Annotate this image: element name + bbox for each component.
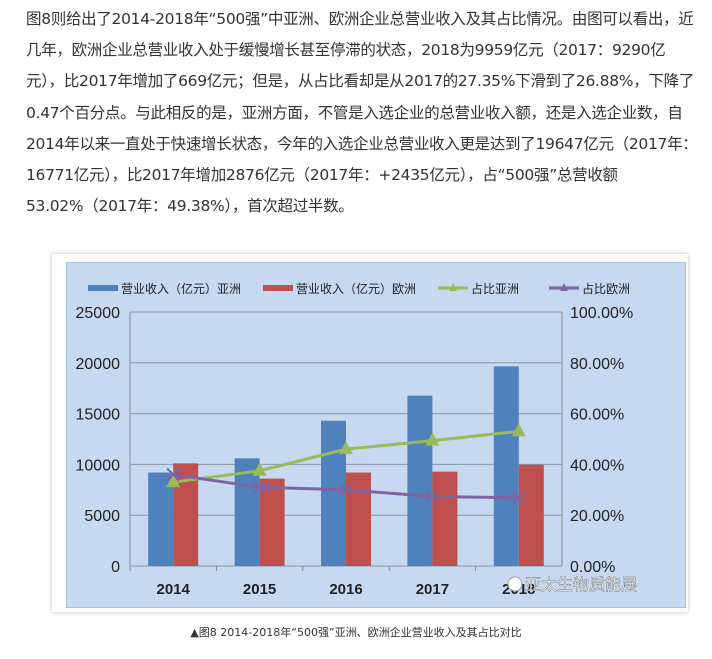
bar-asia xyxy=(493,366,519,566)
legend-label: 营业收入（亿元）亚洲 xyxy=(121,281,241,296)
y-tick-label: 5000 xyxy=(84,508,120,525)
y2-tick-label: 60.00% xyxy=(570,407,624,424)
bar-europe xyxy=(259,478,285,566)
marker-europe-share xyxy=(425,489,440,504)
legend-swatch xyxy=(263,285,293,291)
y-tick-label: 25000 xyxy=(76,305,121,322)
marker-europe-share xyxy=(252,480,267,494)
x-tick-label: 2017 xyxy=(416,581,449,598)
figure-caption: ▲图8 2014-2018年“500强”亚洲、欧洲企业营业收入及其占比对比 xyxy=(190,626,522,639)
legend-marker xyxy=(560,283,568,291)
y2-tick-label: 80.00% xyxy=(570,356,624,373)
y2-tick-label: 40.00% xyxy=(570,457,624,474)
bar-europe xyxy=(432,471,458,566)
x-tick-label: 2015 xyxy=(243,581,276,598)
bar-europe xyxy=(518,464,544,566)
legend-label: 占比欧洲 xyxy=(582,281,630,296)
legend-label: 占比亚洲 xyxy=(471,281,519,296)
watermark-text: 亚太生物质能展 xyxy=(525,575,637,594)
bar-asia xyxy=(148,472,174,566)
y2-tick-label: 0.00% xyxy=(570,559,615,576)
x-tick-label: 2016 xyxy=(329,581,362,598)
article-paragraph: 图8则给出了2014-2018年“500强”中亚洲、欧洲企业总营业收入及其占比情… xyxy=(26,10,698,216)
marker-europe-share xyxy=(339,483,353,497)
y2-tick-label: 20.00% xyxy=(570,508,624,525)
legend-label: 营业收入（亿元）欧洲 xyxy=(296,281,416,296)
chart: 0 0.00% 5000 20.00% 10000 40.00% 15000 60.00% 20… xyxy=(66,262,686,608)
y-tick-label: 0 xyxy=(111,559,120,576)
marker-asia-share xyxy=(425,432,440,446)
y-tick-label: 10000 xyxy=(76,457,121,474)
bar-asia xyxy=(234,458,260,566)
marker-asia-share xyxy=(252,462,267,476)
bar-europe xyxy=(346,472,371,566)
y2-tick-label: 100.00% xyxy=(570,305,633,322)
marker-europe-share xyxy=(512,491,526,505)
wechat-icon xyxy=(507,576,523,592)
bar-asia xyxy=(407,395,433,566)
x-tick-label: 2014 xyxy=(157,581,191,598)
marker-europe-share xyxy=(166,467,180,482)
legend-marker xyxy=(449,283,457,291)
marker-asia-share xyxy=(339,441,353,455)
y-tick-label: 20000 xyxy=(76,356,121,373)
marker-asia-share xyxy=(511,423,526,437)
legend-swatch xyxy=(88,285,118,291)
marker-asia-share xyxy=(166,474,181,488)
y-tick-label: 15000 xyxy=(76,407,121,424)
